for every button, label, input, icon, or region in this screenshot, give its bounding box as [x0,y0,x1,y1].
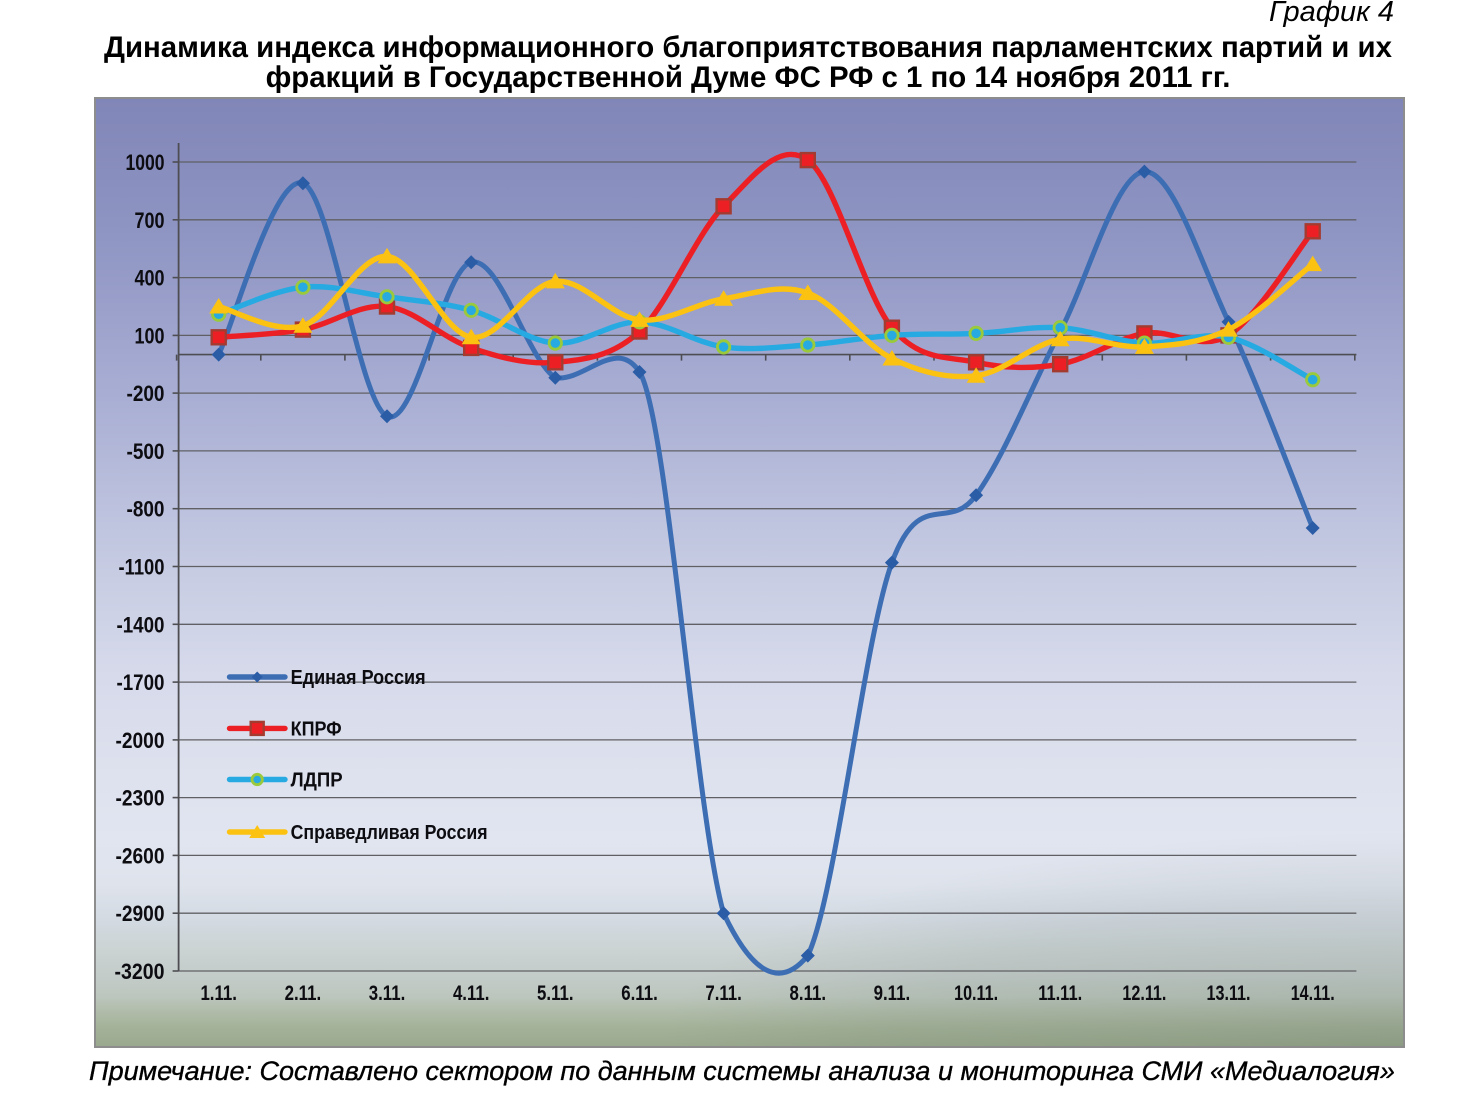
svg-text:1000: 1000 [126,150,165,175]
svg-text:3.11.: 3.11. [369,982,406,1005]
svg-text:-3200: -3200 [115,959,165,984]
svg-text:ЛДПР: ЛДПР [291,770,343,792]
svg-text:700: 700 [135,208,165,233]
svg-text:Единая Россия: Единая Россия [291,667,426,689]
svg-text:9.11.: 9.11. [874,982,911,1005]
svg-text:-2000: -2000 [116,728,165,753]
svg-text:12.11.: 12.11. [1122,982,1166,1005]
svg-text:11.11.: 11.11. [1038,982,1082,1005]
svg-text:6.11.: 6.11. [621,982,658,1005]
svg-text:Справедливая Россия: Справедливая Россия [291,822,488,844]
svg-text:-2900: -2900 [116,901,165,926]
svg-text:КПРФ: КПРФ [291,718,342,740]
svg-text:-500: -500 [127,439,165,464]
svg-text:1.11.: 1.11. [200,982,237,1005]
svg-text:2.11.: 2.11. [285,982,322,1005]
svg-text:7.11.: 7.11. [705,982,742,1005]
svg-text:100: 100 [135,323,165,348]
svg-text:-800: -800 [127,497,165,522]
svg-text:-2600: -2600 [116,843,165,868]
svg-text:-1100: -1100 [119,555,165,580]
svg-text:4.11.: 4.11. [453,982,490,1005]
svg-text:8.11.: 8.11. [790,982,827,1005]
svg-text:-200: -200 [127,381,165,406]
svg-text:-1700: -1700 [117,670,165,695]
svg-text:13.11.: 13.11. [1207,982,1251,1005]
svg-text:-2300: -2300 [116,786,165,811]
svg-text:400: 400 [135,266,165,291]
svg-text:14.11.: 14.11. [1291,982,1335,1005]
svg-text:-1400: -1400 [117,612,165,637]
svg-text:5.11.: 5.11. [537,982,574,1005]
svg-text:10.11.: 10.11. [954,982,998,1005]
